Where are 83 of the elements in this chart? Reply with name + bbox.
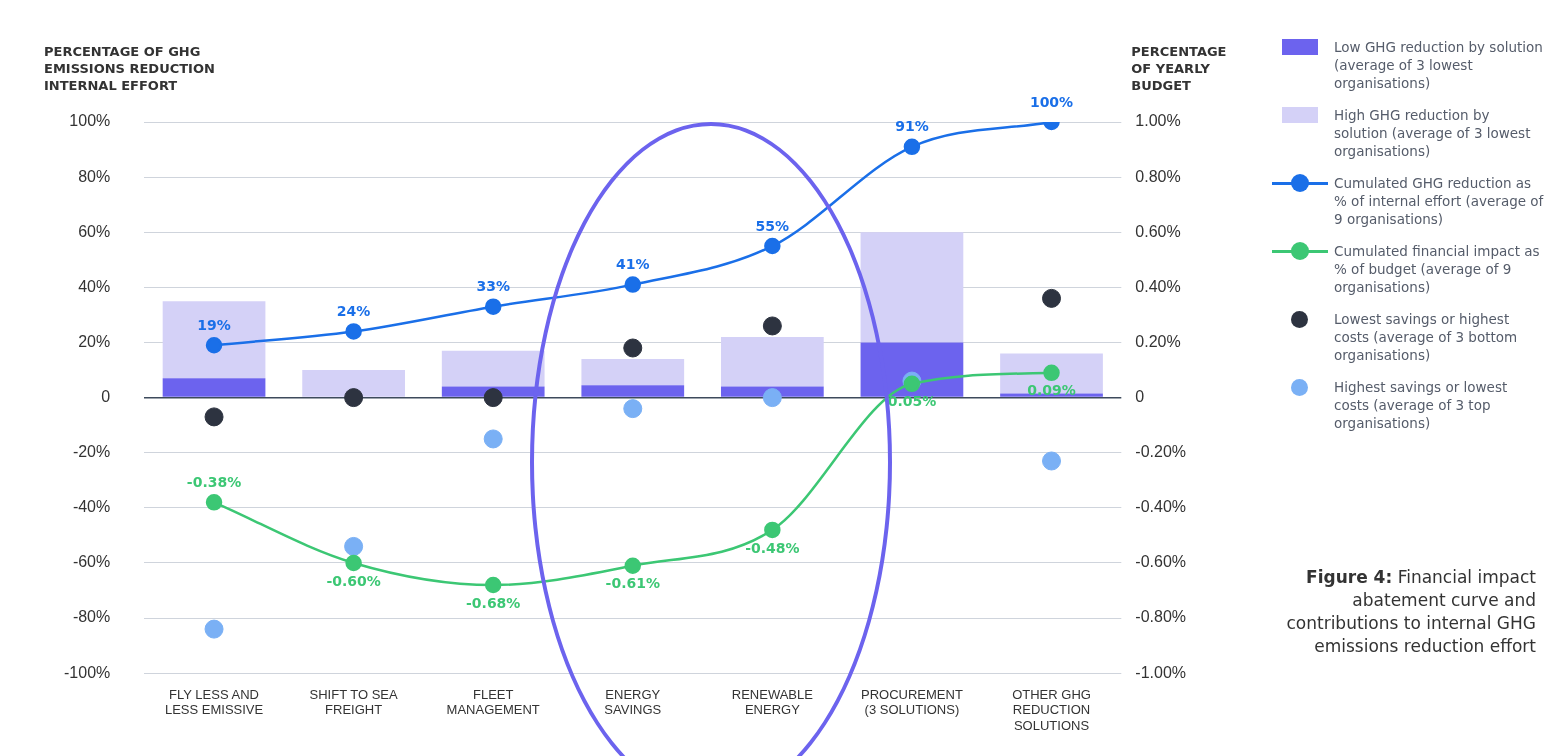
y2-tick-label: -0.20%	[1135, 443, 1187, 461]
point	[1042, 288, 1062, 308]
data-label: 91%	[895, 118, 929, 135]
point	[345, 554, 362, 572]
point	[484, 298, 502, 315]
caption: Figure 4: Financial impact abatement curve and contributions to internal GHG emissions reduction effort	[1285, 566, 1536, 658]
bar	[581, 359, 685, 386]
y-axis-title: PERCENTAGE OF GHG EMISSIONS REDUCTION INTERNAL EFFORT	[44, 43, 215, 93]
point	[762, 316, 782, 336]
x-tick-label: FLY LESS AND LESS EMISSIVE	[164, 686, 264, 718]
point	[344, 536, 364, 556]
point	[484, 576, 502, 594]
data-label: 41%	[616, 256, 650, 273]
data-label: 24%	[336, 303, 371, 320]
bar	[581, 385, 685, 397]
y2-tick-label: -0.80%	[1135, 608, 1187, 626]
point	[624, 276, 642, 293]
y2-tick-label: 0.60%	[1135, 222, 1181, 240]
x-tick-label: PROCUREMENT (3 SOLUTIONS)	[861, 686, 963, 718]
legend-label: High GHG reduction by solution (average of 3 lowest organisations)	[1334, 106, 1532, 160]
bar	[302, 370, 405, 397]
y-tick-label: 60%	[78, 222, 111, 240]
point	[205, 494, 223, 511]
x-tick-label: SHIFT TO SEA FREIGHT	[309, 686, 399, 718]
data-label: -0.38%	[186, 473, 242, 490]
point	[623, 338, 643, 358]
y-tick-label: 40%	[78, 277, 111, 295]
y2-tick-label: -1.00%	[1135, 663, 1187, 681]
y2-axis-title: PERCENTAGE OF YEARLY BUDGET	[1131, 43, 1227, 93]
bar	[860, 232, 964, 343]
point	[1043, 364, 1060, 382]
bar	[162, 378, 266, 397]
data-label: -0.61%	[605, 575, 660, 592]
point	[204, 407, 224, 427]
data-label: 33%	[476, 278, 510, 295]
point	[764, 521, 781, 539]
legend-label: Lowest savings or highest costs (average of 3 bottom organisations)	[1334, 310, 1519, 364]
y-tick-label: -20%	[72, 443, 111, 461]
y-tick-label: -80%	[72, 608, 111, 626]
point	[762, 388, 782, 408]
bar	[720, 336, 824, 387]
y2-tick-label: 0.80%	[1135, 167, 1181, 185]
y2-tick-label: -0.40%	[1135, 498, 1187, 516]
data-label: 55%	[755, 217, 790, 234]
y2-tick-label: 0.20%	[1135, 332, 1181, 350]
point	[483, 388, 503, 408]
y2-tick-label: 0	[1135, 388, 1145, 406]
point	[623, 399, 643, 419]
data-label: -0.68%	[466, 594, 521, 611]
x-tick-label: RENEWABLE ENERGY	[731, 686, 814, 718]
y-tick-label: 100%	[69, 112, 111, 130]
point	[624, 557, 642, 574]
point	[345, 323, 362, 340]
bar	[162, 301, 266, 379]
y2-tick-label: -0.60%	[1135, 553, 1187, 571]
point	[344, 388, 364, 408]
y-tick-label: -60%	[72, 553, 111, 571]
point	[205, 336, 223, 354]
legend-label: Low GHG reduction by solution (average of 3 lowest organisations)	[1334, 38, 1544, 92]
point	[1042, 451, 1062, 471]
y-tick-label: -100%	[64, 663, 111, 681]
data-label: 19%	[197, 316, 231, 333]
point	[204, 619, 224, 639]
x-tick-label: ENERGY SAVINGS	[604, 686, 662, 718]
y-tick-label: 0	[101, 388, 111, 406]
bar	[441, 350, 545, 387]
y-tick-label: -40%	[72, 498, 111, 516]
legend-label: Highest savings or lowest costs (average of 3 top organisations)	[1334, 378, 1509, 432]
data-label: -0.48%	[745, 539, 800, 556]
y2-tick-label: 0.40%	[1135, 277, 1181, 295]
legend-label: Cumulated GHG reduction as % of internal effort (average of 9 organisations)	[1334, 174, 1544, 228]
x-tick-label: OTHER GHG REDUCTION SOLUTIONS	[1012, 686, 1091, 733]
point	[903, 138, 921, 156]
y-tick-label: 20%	[78, 332, 111, 350]
x-tick-label: FLEET MANAGEMENT	[446, 686, 540, 718]
point	[483, 429, 503, 449]
data-label: -0.60%	[326, 572, 381, 589]
legend-label: Cumulated financial impact as % of budget (average of 9 organisations)	[1334, 242, 1541, 296]
y-tick-label: 80%	[78, 167, 111, 185]
bar	[860, 342, 964, 397]
point	[764, 237, 781, 255]
y2-tick-label: 1.00%	[1135, 112, 1181, 130]
data-label: 100%	[1029, 93, 1074, 110]
